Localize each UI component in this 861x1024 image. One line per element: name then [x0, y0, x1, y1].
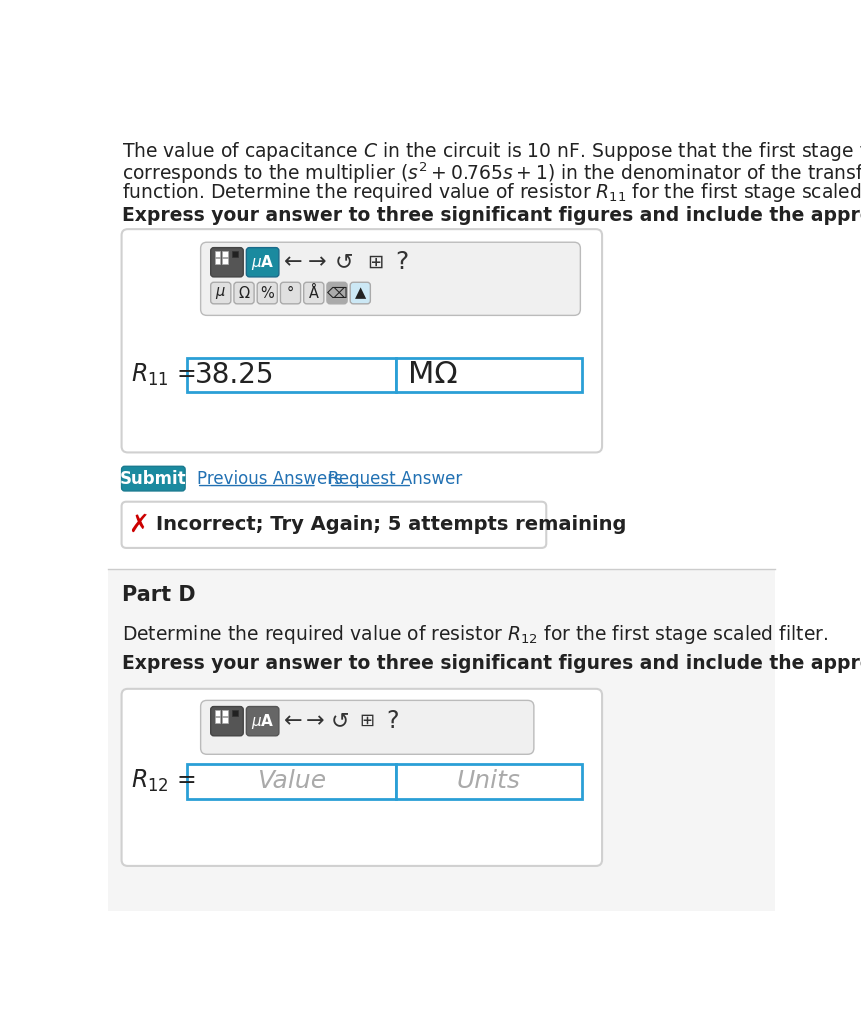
- Text: Incorrect; Try Again; 5 attempts remaining: Incorrect; Try Again; 5 attempts remaini…: [157, 515, 627, 535]
- FancyBboxPatch shape: [121, 229, 602, 453]
- Text: Submit: Submit: [120, 470, 187, 487]
- Bar: [232, 711, 238, 716]
- Text: Å: Å: [309, 286, 319, 301]
- Bar: [396, 357, 582, 392]
- FancyBboxPatch shape: [121, 502, 546, 548]
- FancyBboxPatch shape: [246, 248, 279, 276]
- FancyBboxPatch shape: [304, 283, 324, 304]
- Text: Express your answer to three significant figures and include the appropriate uni: Express your answer to three significant…: [121, 206, 861, 225]
- Bar: [214, 258, 220, 264]
- Text: Determine the required value of resistor $R_{12}$ for the first stage scaled fil: Determine the required value of resistor…: [121, 624, 827, 646]
- Text: 38.25: 38.25: [195, 360, 274, 389]
- FancyBboxPatch shape: [121, 466, 185, 490]
- FancyBboxPatch shape: [211, 707, 244, 736]
- FancyBboxPatch shape: [246, 707, 279, 736]
- Bar: [222, 252, 228, 257]
- Text: ←: ←: [284, 712, 303, 731]
- Text: ?: ?: [395, 250, 409, 274]
- Text: $\mu$A: $\mu$A: [251, 712, 275, 731]
- Bar: [108, 569, 775, 911]
- Bar: [214, 718, 220, 723]
- FancyBboxPatch shape: [257, 283, 277, 304]
- Text: ⌫: ⌫: [326, 286, 347, 301]
- Bar: [214, 252, 220, 257]
- FancyBboxPatch shape: [327, 283, 347, 304]
- Text: ✗: ✗: [128, 513, 149, 537]
- FancyBboxPatch shape: [281, 283, 300, 304]
- FancyBboxPatch shape: [211, 248, 244, 276]
- Text: corresponds to the multiplier $(s^2 + 0.765s + 1)$ in the denominator of the tra: corresponds to the multiplier $(s^2 + 0.…: [121, 161, 861, 186]
- Text: function. Determine the required value of resistor $R_{11}$ for the first stage : function. Determine the required value o…: [121, 181, 861, 205]
- Text: ?: ?: [387, 710, 400, 733]
- Text: $\mu$A: $\mu$A: [251, 253, 275, 271]
- Text: $R_{11}$ =: $R_{11}$ =: [131, 361, 195, 388]
- Text: $R_{12}$ =: $R_{12}$ =: [131, 768, 195, 795]
- Text: →: →: [307, 252, 326, 272]
- Text: MΩ: MΩ: [407, 360, 457, 389]
- Text: ⊞: ⊞: [367, 253, 383, 271]
- Text: %: %: [260, 286, 274, 301]
- Text: $\Omega$: $\Omega$: [238, 285, 251, 301]
- FancyBboxPatch shape: [201, 700, 534, 755]
- Bar: [187, 357, 396, 392]
- FancyBboxPatch shape: [211, 283, 231, 304]
- Bar: [222, 711, 228, 716]
- Text: The value of capacitance $C$ in the circuit is 10 nF. Suppose that the first sta: The value of capacitance $C$ in the circ…: [121, 140, 861, 163]
- Text: ↺: ↺: [335, 252, 353, 272]
- Text: ↺: ↺: [331, 712, 350, 731]
- Bar: [396, 764, 582, 799]
- FancyBboxPatch shape: [121, 689, 602, 866]
- Bar: [232, 252, 238, 257]
- Text: ⊞: ⊞: [360, 712, 375, 730]
- Text: Value: Value: [257, 769, 325, 794]
- Text: Request Answer: Request Answer: [329, 470, 462, 487]
- Bar: [222, 258, 228, 264]
- Text: ←: ←: [284, 252, 303, 272]
- Text: ▲: ▲: [355, 286, 366, 301]
- Bar: [214, 711, 220, 716]
- Bar: [187, 764, 396, 799]
- Text: Units: Units: [457, 769, 521, 794]
- FancyBboxPatch shape: [201, 243, 580, 315]
- Text: →: →: [306, 712, 325, 731]
- Text: Part D: Part D: [121, 585, 195, 605]
- Text: °: °: [287, 286, 294, 301]
- Text: Express your answer to three significant figures and include the appropriate uni: Express your answer to three significant…: [121, 654, 861, 673]
- Text: $\mu$: $\mu$: [215, 285, 226, 301]
- Bar: [222, 718, 228, 723]
- FancyBboxPatch shape: [350, 283, 370, 304]
- Text: Previous Answers: Previous Answers: [197, 470, 343, 487]
- FancyBboxPatch shape: [234, 283, 254, 304]
